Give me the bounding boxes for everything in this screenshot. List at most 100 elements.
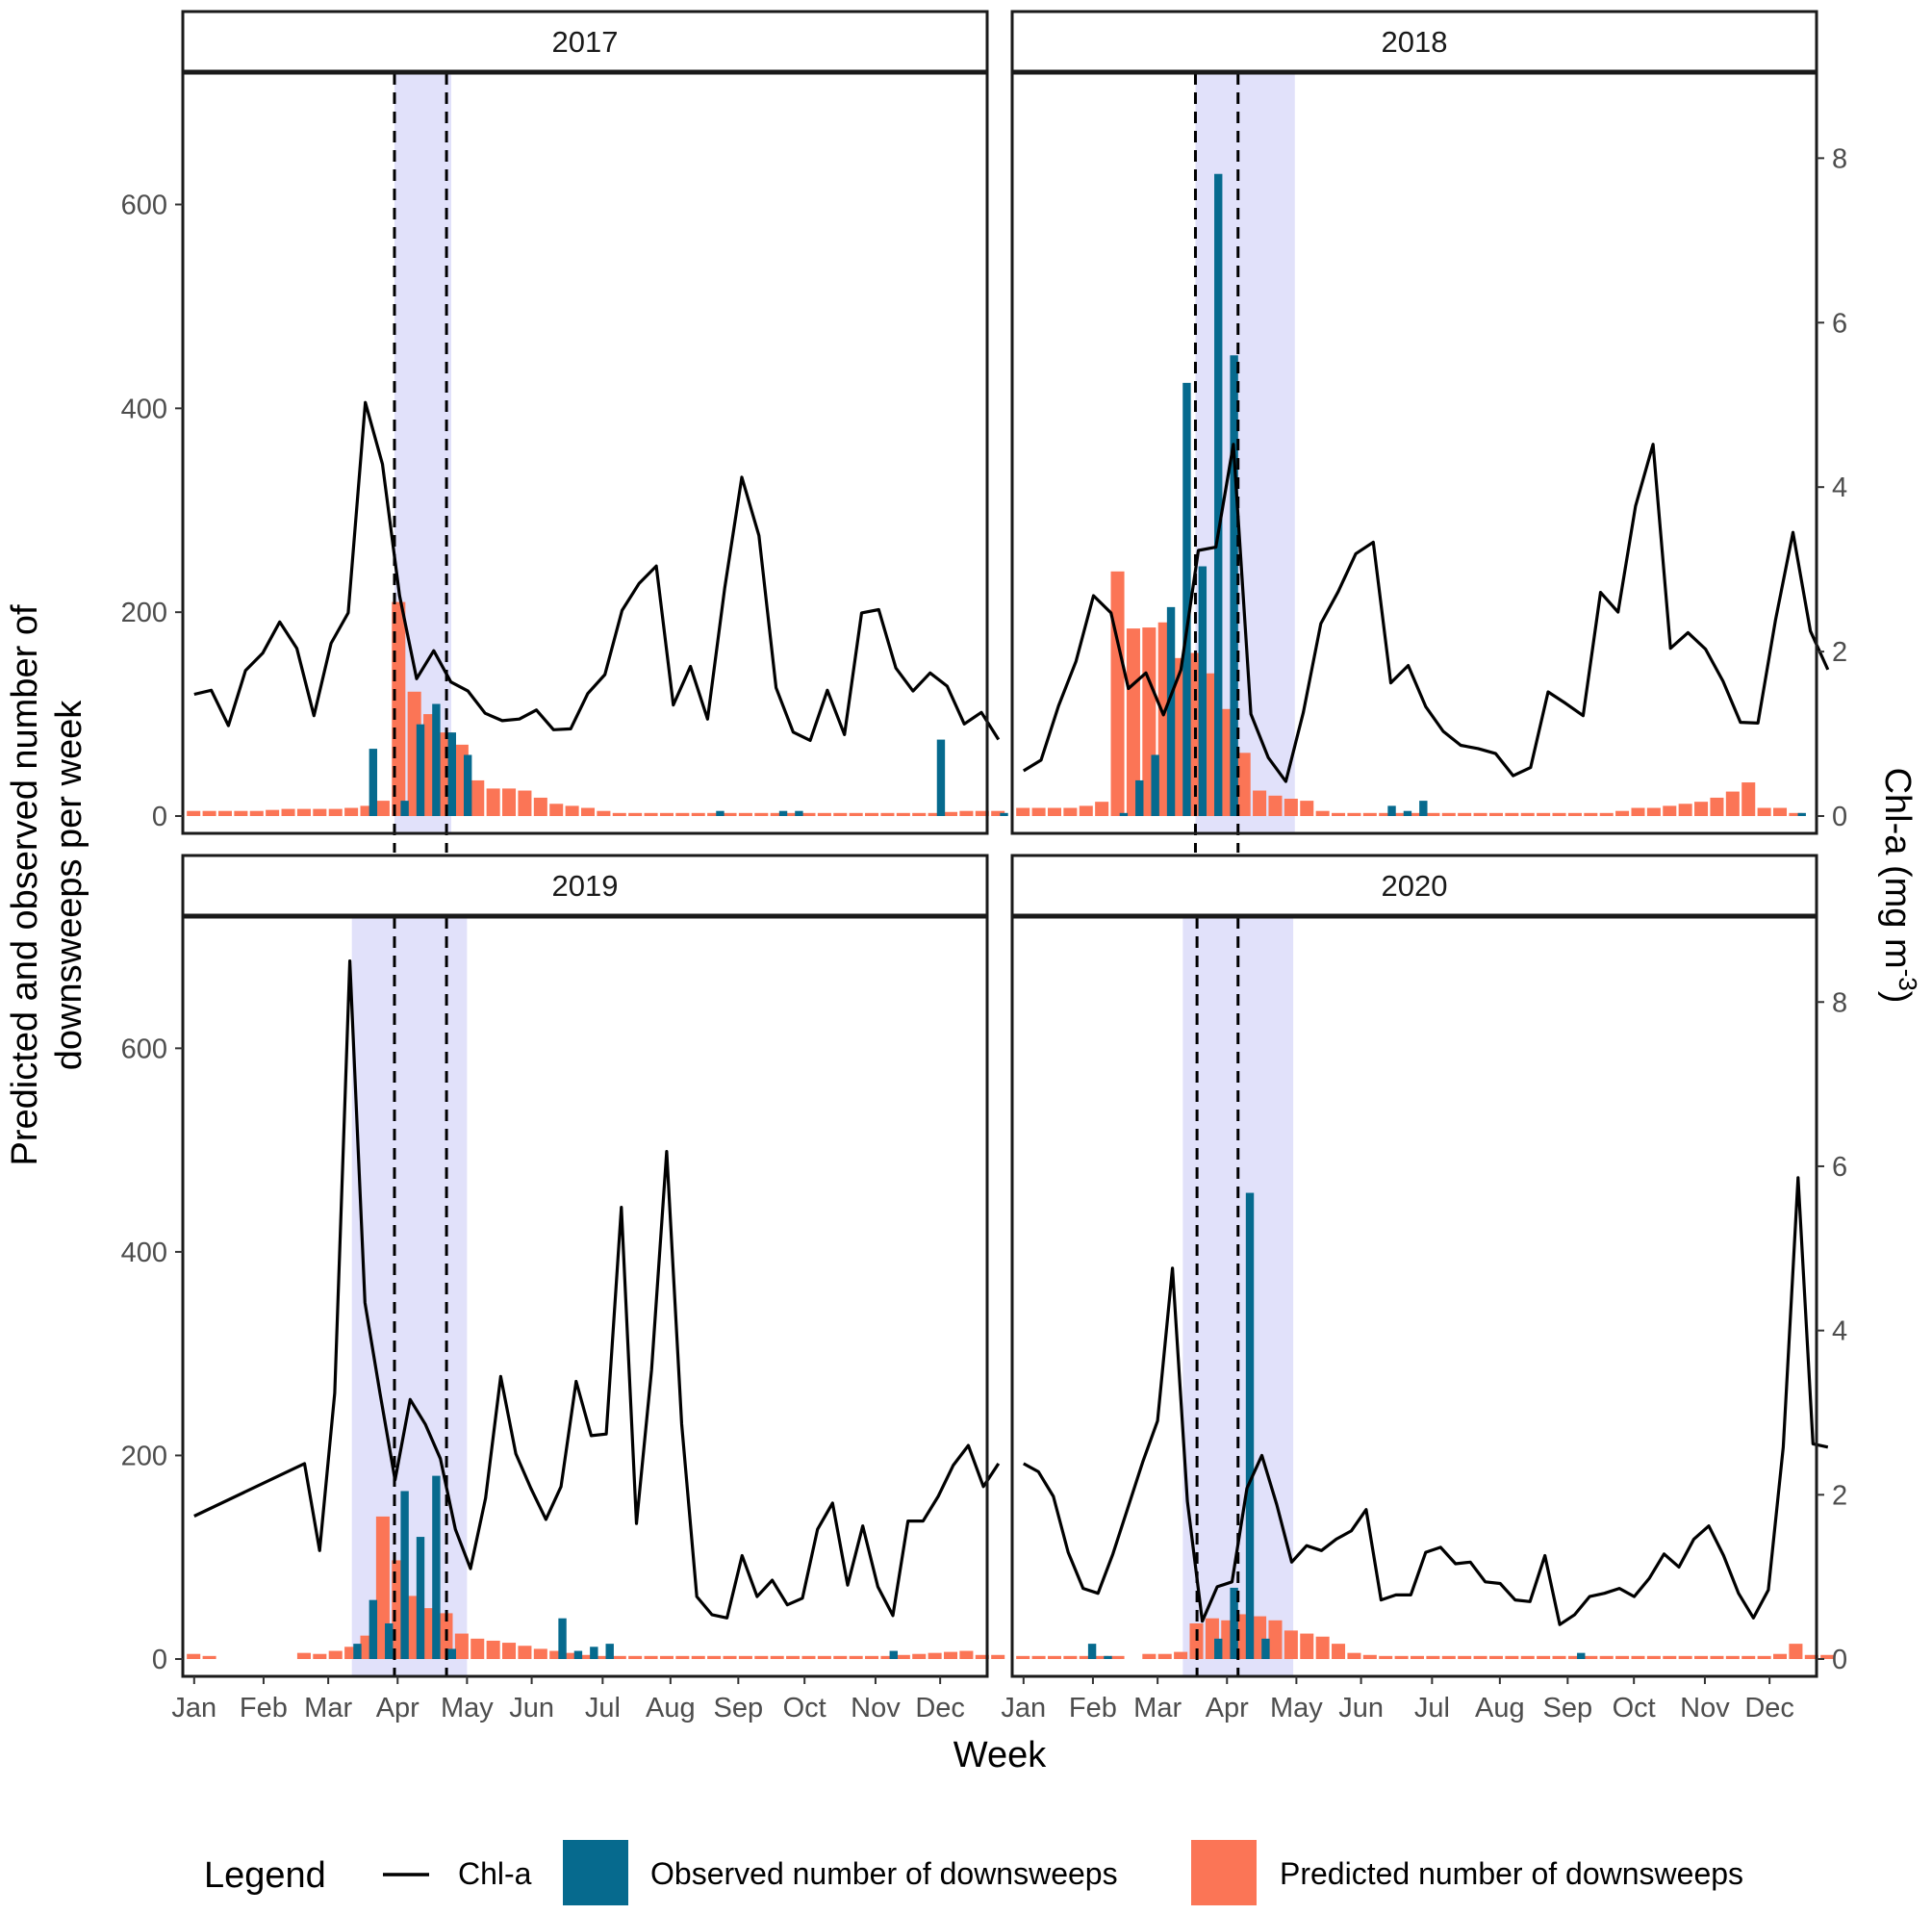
predicted-bar	[1284, 1630, 1298, 1659]
observed-bar	[1135, 779, 1144, 816]
x-tick-label: Mar	[304, 1693, 352, 1724]
observed-bar	[416, 1537, 425, 1659]
predicted-bar	[691, 1655, 705, 1659]
predicted-bar	[1394, 812, 1409, 816]
predicted-bar	[1095, 802, 1109, 816]
predicted-bar	[1631, 1655, 1645, 1659]
predicted-bar	[1379, 1655, 1393, 1659]
y-tick-label: 0	[152, 802, 167, 832]
predicted-bar	[549, 804, 564, 816]
predicted-bar	[1362, 812, 1377, 816]
observed-bar	[1214, 173, 1223, 816]
observed-bar	[1403, 810, 1412, 816]
y-tick-label: 200	[121, 1441, 167, 1471]
chl-line	[193, 400, 1001, 743]
observed-bar	[778, 810, 788, 816]
observed-bar	[1000, 812, 1008, 816]
x-tick-label: Mar	[1133, 1693, 1182, 1724]
predicted-bar	[707, 812, 722, 816]
predicted-bar	[975, 810, 989, 816]
predicted-bar	[313, 1653, 327, 1659]
predicted-bar	[1016, 807, 1030, 816]
predicted-bar	[738, 1655, 752, 1659]
observed-bar	[447, 1648, 456, 1659]
predicted-bar	[849, 812, 863, 816]
x-tick-label: Jun	[1338, 1693, 1384, 1724]
predicted-bar	[991, 810, 1005, 816]
predicted-bar	[801, 812, 816, 816]
observed-bar	[463, 754, 472, 816]
predicted-bar	[612, 1655, 626, 1659]
predicted-bar	[1095, 1655, 1109, 1659]
predicted-bar	[296, 1652, 311, 1659]
predicted-bar	[1505, 812, 1519, 816]
predicted-bar	[1300, 801, 1314, 816]
predicted-bar	[628, 1655, 643, 1659]
predicted-bar	[1473, 1655, 1487, 1659]
predicted-bar	[187, 1653, 201, 1659]
predicted-bar	[313, 808, 327, 816]
predicted-bar	[1820, 1654, 1835, 1659]
predicted-bar	[565, 1652, 579, 1659]
predicted-bar	[1441, 1655, 1456, 1659]
y-axis-title-left: Predicted and observed number of downswee…	[5, 604, 89, 1165]
y-tick-label: 400	[121, 1238, 167, 1268]
predicted-bar	[1505, 1655, 1519, 1659]
predicted-bar	[1126, 628, 1140, 816]
panel-border	[1010, 915, 1818, 1678]
predicted-bar	[833, 1655, 848, 1659]
legend-predicted-swatch	[1191, 1840, 1257, 1905]
observed-bar	[400, 801, 409, 816]
predicted-bar	[1599, 1655, 1614, 1659]
predicted-bar	[1537, 1655, 1551, 1659]
predicted-bar	[580, 807, 596, 816]
predicted-bar	[202, 810, 216, 816]
predicted-bar	[959, 810, 974, 816]
predicted-bar	[1615, 810, 1630, 816]
predicted-bar	[549, 1650, 564, 1659]
predicted-bar	[1520, 812, 1535, 816]
x-tick-label: May	[1270, 1693, 1323, 1724]
predicted-bar	[1410, 1655, 1425, 1659]
predicted-bar	[1678, 804, 1692, 816]
predicted-bar	[817, 812, 831, 816]
observed-bar	[1230, 1587, 1238, 1659]
legend-observed-label: Observed number of downsweeps	[650, 1856, 1118, 1891]
predicted-bar	[580, 1654, 596, 1659]
predicted-bar	[1488, 1655, 1503, 1659]
predicted-bar	[912, 1653, 927, 1659]
y-tick-label: 600	[121, 1034, 167, 1064]
predicted-bar	[1757, 1655, 1771, 1659]
predicted-bar	[659, 812, 674, 816]
predicted-bar	[470, 1638, 485, 1659]
facet-strip	[181, 854, 989, 917]
predicted-bar	[1710, 797, 1724, 816]
predicted-bar	[1615, 1655, 1630, 1659]
predicted-bar	[1426, 812, 1440, 816]
predicted-bar	[896, 812, 910, 816]
predicted-bar	[1332, 1644, 1346, 1659]
predicted-bar	[1725, 791, 1740, 816]
y2-tick-label: 0	[1832, 802, 1847, 832]
predicted-bar	[644, 1655, 658, 1659]
predicted-bar	[1315, 810, 1330, 816]
predicted-bar	[1488, 812, 1503, 816]
x-tick-label: Jun	[509, 1693, 554, 1724]
predicted-bar	[533, 1648, 547, 1659]
observed-bar	[1182, 382, 1191, 816]
y-axis-title-right-sup: -3	[1894, 969, 1922, 991]
x-tick-label: Oct	[783, 1693, 826, 1724]
predicted-bar	[1694, 802, 1709, 816]
observed-bar	[432, 703, 441, 816]
legend: Legend Chl-a Observed number of downsweeps…	[204, 1840, 1743, 1905]
x-tick-label: Jan	[171, 1693, 216, 1724]
predicted-bar	[533, 797, 547, 816]
predicted-bar	[1646, 1655, 1661, 1659]
predicted-bar	[1347, 1652, 1361, 1659]
y-tick-label: 200	[121, 598, 167, 628]
predicted-bar	[928, 1652, 942, 1659]
observed-bar	[1198, 566, 1208, 816]
predicted-bar	[454, 1633, 469, 1659]
predicted-bar	[928, 812, 942, 816]
